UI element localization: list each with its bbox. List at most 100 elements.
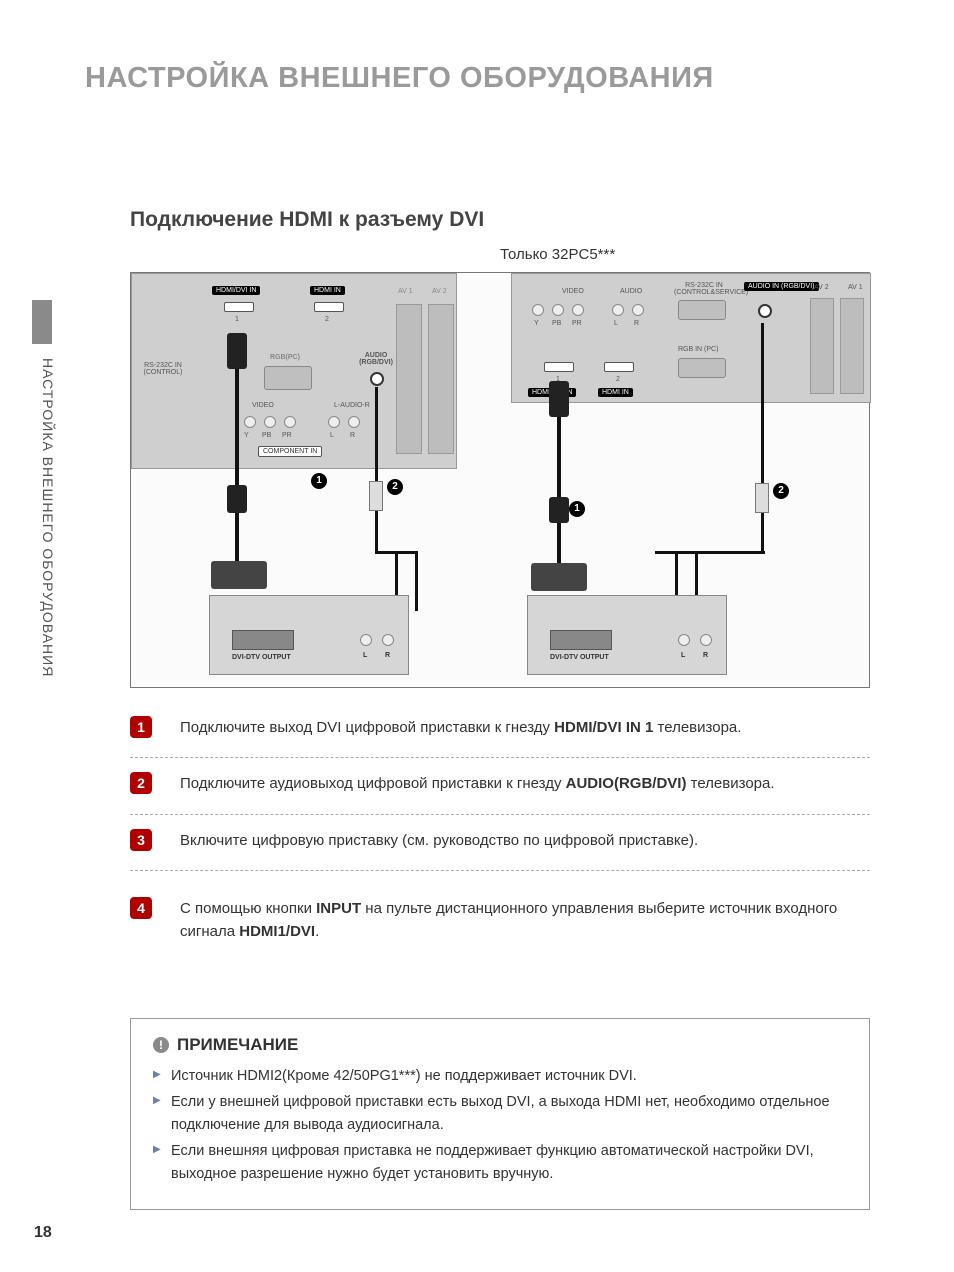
r-rs232c-port xyxy=(678,300,726,320)
r-rs232c-label: RS-232C IN (CONTROL&SERVICE) xyxy=(674,282,734,296)
stb-rca-r-left xyxy=(382,634,394,646)
audio-rgbdvi-label: AUDIO (RGB/DVI) xyxy=(356,352,396,366)
r-rca-pb xyxy=(552,304,564,316)
note-item-1: Источник HDMI2(Кроме 42/50PG1***) не под… xyxy=(153,1065,847,1087)
scart-block-av1 xyxy=(396,304,422,454)
hdmi-cable-left2 xyxy=(235,513,239,561)
r-av1: AV 1 xyxy=(848,284,863,291)
audio-cable-right-b xyxy=(761,513,764,551)
steps-list: 1 Подключите выход DVI цифровой приставк… xyxy=(130,702,870,961)
hdmi-cable-left xyxy=(235,369,239,485)
stb-box-right: DVI-DTV OUTPUT L R xyxy=(527,595,727,675)
pb-lbl: PB xyxy=(262,432,271,439)
audio-cable-right-a xyxy=(761,323,764,483)
video-label: VIDEO xyxy=(252,402,274,409)
audio-split-rh xyxy=(655,551,765,554)
connection-diagram: HDMI/DVI IN HDMI IN 1 2 AV 1 AV 2 RGB(PC… xyxy=(130,272,870,688)
hdmi-in-label: HDMI IN xyxy=(310,286,345,295)
s2-post: телевизора. xyxy=(686,775,774,792)
scart-block-av2 xyxy=(428,304,454,454)
note-box: ! ПРИМЕЧАНИЕ Источник HDMI2(Кроме 42/50P… xyxy=(130,1018,870,1210)
port-2-num: 2 xyxy=(325,316,329,323)
stb-rca-l-right xyxy=(678,634,690,646)
rca-r xyxy=(348,416,360,428)
rca-pr xyxy=(284,416,296,428)
r-audio-label: AUDIO xyxy=(620,288,642,295)
pr-lbl: PR xyxy=(282,432,292,439)
step-text-4: С помощью кнопки INPUT на пульте дистанц… xyxy=(180,897,870,944)
step-2: 2 Подключите аудиовыход цифровой пристав… xyxy=(130,758,870,814)
step-1: 1 Подключите выход DVI цифровой приставк… xyxy=(130,702,870,758)
rl: L xyxy=(614,320,618,327)
step-text-2: Подключите аудиовыход цифровой приставки… xyxy=(180,772,775,795)
rpb: PB xyxy=(552,320,561,327)
audio-jack-left xyxy=(369,481,383,511)
s2-pre: Подключите аудиовыход цифровой приставки… xyxy=(180,775,566,792)
page-number: 18 xyxy=(34,1224,52,1242)
s3-pre: Включите цифровую приставку (см. руковод… xyxy=(180,832,698,849)
av2-label: AV 2 xyxy=(432,288,447,295)
r-hdmi-label: HDMI IN xyxy=(598,388,633,397)
rs232c-label: RS-232C IN (CONTROL) xyxy=(138,362,188,376)
audio-split-r xyxy=(415,551,418,611)
hdmi-port-2 xyxy=(314,302,344,312)
r-audio-in-port xyxy=(758,304,772,318)
rr: R xyxy=(634,320,639,327)
step-badge-1: 1 xyxy=(130,716,152,738)
stb-dvi-label-right: DVI-DTV OUTPUT xyxy=(550,654,609,661)
audio-cable-left-a xyxy=(375,387,378,481)
hdmidvi-in-label: HDMI/DVI IN xyxy=(212,286,260,295)
step-4: 4 С помощью кнопки INPUT на пульте диста… xyxy=(130,897,870,962)
step-badge-2: 2 xyxy=(130,772,152,794)
r-hdmi-port-2 xyxy=(604,362,634,372)
stb-rca-l-left xyxy=(360,634,372,646)
badge-2-left: 2 xyxy=(387,479,403,495)
hdmi-cable-right xyxy=(557,417,561,497)
stb-box-left: DVI-DTV OUTPUT L R xyxy=(209,595,409,675)
y-lbl: Y xyxy=(244,432,249,439)
info-icon: ! xyxy=(153,1037,169,1053)
rca-l xyxy=(328,416,340,428)
step-badge-4: 4 xyxy=(130,897,152,919)
step-text-3: Включите цифровую приставку (см. руковод… xyxy=(180,829,698,852)
section-title: Подключение HDMI к разъему DVI xyxy=(130,208,484,232)
badge-1-right: 1 xyxy=(569,501,585,517)
r-rca-pr xyxy=(572,304,584,316)
port-1-num: 1 xyxy=(235,316,239,323)
r-rca-r xyxy=(632,304,644,316)
note-item-2: Если у внешней цифровой приставки есть в… xyxy=(153,1091,847,1136)
s1-pre: Подключите выход DVI цифровой приставки … xyxy=(180,719,554,736)
rgb-port xyxy=(264,366,312,390)
r-video-label: VIDEO xyxy=(562,288,584,295)
hdmi-plug-left xyxy=(227,333,247,369)
badge-2-right: 2 xyxy=(773,483,789,499)
s4-bold2: HDMI1/DVI xyxy=(239,923,315,940)
stb-r-right: R xyxy=(703,652,708,659)
s1-post: телевизора. xyxy=(653,719,741,736)
r-scart-av1 xyxy=(840,298,864,394)
s1-bold: HDMI/DVI IN 1 xyxy=(554,719,653,736)
hdmi-mid-plug-r xyxy=(549,497,569,523)
rca-pb xyxy=(264,416,276,428)
s4-pre: С помощью кнопки xyxy=(180,900,316,917)
model-note: Только 32PC5*** xyxy=(500,246,615,263)
dvi-plug-right xyxy=(531,563,587,591)
step-badge-3: 3 xyxy=(130,829,152,851)
vertical-section-label: НАСТРОЙКА ВНЕШНЕГО ОБОРУДОВАНИЯ xyxy=(40,358,56,677)
stb-l-right: L xyxy=(681,652,685,659)
s4-bold: INPUT xyxy=(316,900,361,917)
note-title: ПРИМЕЧАНИЕ xyxy=(177,1035,298,1055)
stb-dvi-port-left xyxy=(232,630,294,650)
stb-r-left: R xyxy=(385,652,390,659)
rgb-pc-label: RGB(PC) xyxy=(270,354,300,361)
av1-label: AV 1 xyxy=(398,288,413,295)
r-hdmi-port-1 xyxy=(544,362,574,372)
badge-1-left: 1 xyxy=(311,473,327,489)
r-rca-l xyxy=(612,304,624,316)
r-audio-in-label: AUDIO IN (RGB/DVI) xyxy=(744,282,819,291)
s4-post2: . xyxy=(315,923,319,940)
stb-dvi-port-right xyxy=(550,630,612,650)
audio-rgbdvi-port xyxy=(370,372,384,386)
page-title: НАСТРОЙКА ВНЕШНЕГО ОБОРУДОВАНИЯ xyxy=(85,62,714,95)
laudio-label: L-AUDIO-R xyxy=(334,402,370,409)
